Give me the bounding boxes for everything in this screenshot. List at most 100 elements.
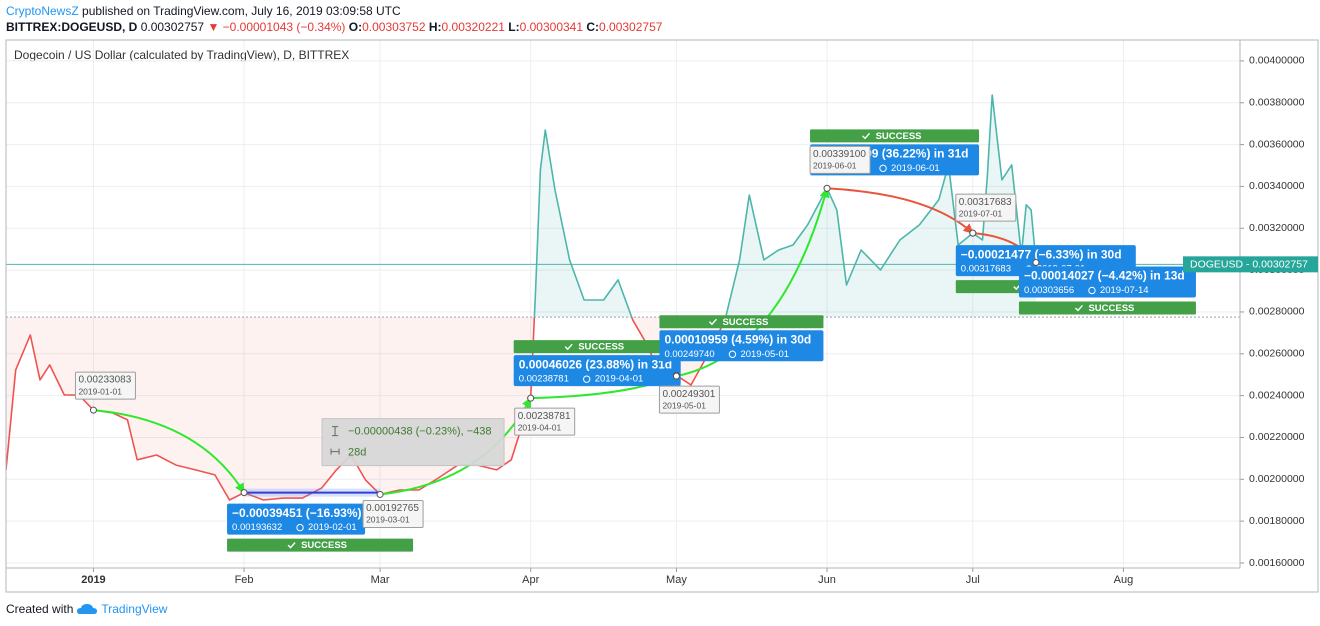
forecast-price: 0.00193632	[232, 522, 282, 533]
success-label: SUCCESS	[876, 131, 922, 142]
last-price-label: DOGEUSD - 0.00302757	[1190, 259, 1308, 271]
ohlc-key: C:	[586, 20, 600, 34]
forecast-price: 0.00238781	[519, 374, 569, 385]
y-tick-label: 0.00240000	[1249, 389, 1305, 401]
header-line-2: BITTREX:DOGEUSD, D 0.00302757 ▼ −0.00001…	[6, 19, 662, 35]
ruler-change: −0.00000438 (−0.23%), −438	[348, 426, 491, 438]
y-tick-label: 0.00400000	[1249, 55, 1305, 67]
price-label: 0.00339100	[813, 149, 866, 160]
change: ▼ −0.00001043 (−0.34%)	[207, 20, 346, 34]
forecast-change: −0.00039451 (−16.93%)	[232, 506, 361, 520]
forecast-date: 2019-02-01	[308, 522, 357, 533]
ruler-icon	[330, 448, 340, 455]
forecast-point	[527, 394, 535, 402]
brand[interactable]: TradingView	[101, 602, 168, 616]
clock-icon	[728, 350, 737, 358]
check-icon	[1074, 304, 1083, 312]
ohlc-key: L:	[508, 20, 520, 34]
x-tick-label: Feb	[235, 574, 254, 586]
forecast-price: 0.00303656	[1024, 285, 1074, 296]
published: published on TradingView.com, July 16, 2…	[82, 4, 401, 18]
ruler-icon	[332, 426, 339, 437]
success-label: SUCCESS	[1088, 303, 1134, 314]
created-with: Created with	[6, 602, 74, 616]
success-box	[1018, 301, 1196, 315]
price-label-date: 2019-01-01	[78, 386, 122, 396]
forecast-point	[376, 490, 384, 498]
forecast-date: 2019-04-01	[595, 374, 644, 385]
y-tick-label: 0.00380000	[1249, 97, 1305, 109]
price-label-box	[362, 499, 424, 528]
forecast-date: 2019-05-01	[740, 349, 789, 360]
y-tick-label: 0.00180000	[1249, 515, 1305, 527]
forecast-box	[513, 355, 681, 387]
price-label-box	[658, 385, 720, 414]
frame	[5, 39, 1319, 593]
price-label: 0.00233083	[78, 375, 131, 386]
price-label-box	[809, 145, 871, 174]
clock-icon	[296, 523, 304, 532]
success-box	[227, 538, 414, 552]
price-label: 0.00192765	[366, 503, 419, 514]
forecast-change: −0.00021477 (−6.33%) in 30d	[961, 247, 1122, 261]
price-label: 0.00238781	[518, 411, 571, 422]
check-icon	[564, 343, 573, 351]
forecast-arrow	[93, 409, 245, 494]
price-line	[6, 94, 1037, 501]
x-tick-label: Jun	[818, 574, 836, 586]
check-icon	[708, 318, 717, 326]
success-label: SUCCESS	[578, 342, 624, 353]
price-label-box	[74, 371, 136, 400]
symbol: BITTREX:DOGEUSD, D	[6, 20, 138, 34]
ruler-box	[321, 418, 505, 467]
y-tick-label: 0.00360000	[1249, 138, 1305, 150]
forecast-arrow	[826, 187, 974, 234]
price-label-box	[514, 407, 576, 436]
y-tick-label: 0.00340000	[1249, 180, 1305, 192]
ruler-duration: 28d	[348, 447, 366, 459]
ohlc-value: 0.00303752	[362, 20, 426, 34]
price-label-date: 2019-03-01	[366, 515, 410, 525]
x-tick-label: Aug	[1114, 574, 1134, 586]
price-label-date: 2019-04-01	[518, 422, 562, 432]
price-label-box	[955, 193, 1017, 222]
x-tick-label: 2019	[81, 574, 105, 586]
forecast-point	[823, 184, 831, 192]
y-tick-label: 0.00160000	[1249, 557, 1305, 569]
forecast-price: 0.00249740	[664, 349, 714, 360]
ohlc-value: 0.00300341	[519, 20, 584, 34]
x-tick-label: May	[666, 574, 687, 586]
area-fill	[6, 95, 1036, 500]
x-tick-label: Jul	[966, 574, 980, 586]
forecast-point	[969, 229, 977, 237]
clock-icon	[582, 375, 591, 383]
header-line-1: CryptoNewsZ published on TradingView.com…	[6, 3, 662, 19]
ohlc-value: 0.00302757	[599, 20, 663, 34]
price-label-date: 2019-06-01	[813, 161, 857, 171]
clock-icon	[1088, 286, 1096, 295]
forecast-date: 2019-07-14	[1100, 285, 1149, 296]
price-label: 0.00317683	[959, 197, 1012, 208]
success-label: SUCCESS	[722, 317, 768, 328]
x-tick-label: Mar	[371, 574, 390, 586]
y-tick-label: 0.00200000	[1249, 473, 1305, 485]
forecast-change: 0.00046026 (23.88%) in 31d	[519, 357, 672, 371]
last: 0.00302757	[140, 20, 205, 34]
forecast-point	[672, 372, 680, 380]
ohlc-value: 0.00320221	[441, 20, 505, 34]
ohlc-key: H:	[428, 20, 442, 34]
forecast-point	[240, 489, 248, 497]
forecast-change: 0.00010959 (4.59%) in 30d	[664, 332, 811, 346]
forecast-change: −0.00014027 (−4.42%) in 13d	[1024, 269, 1185, 283]
forecast-point	[89, 406, 97, 414]
publisher[interactable]: CryptoNewsZ	[6, 4, 79, 18]
chart-title: Dogecoin / US Dollar (calculated by Trad…	[14, 48, 349, 62]
price-label-date: 2019-05-01	[662, 400, 706, 410]
ohlc-key: O:	[348, 20, 363, 34]
price-label: 0.00249301	[662, 389, 715, 400]
success-box	[810, 129, 980, 143]
forecast-point	[1032, 258, 1040, 266]
y-tick-label: 0.00260000	[1249, 348, 1305, 360]
y-tick-label: 0.00220000	[1249, 431, 1305, 443]
